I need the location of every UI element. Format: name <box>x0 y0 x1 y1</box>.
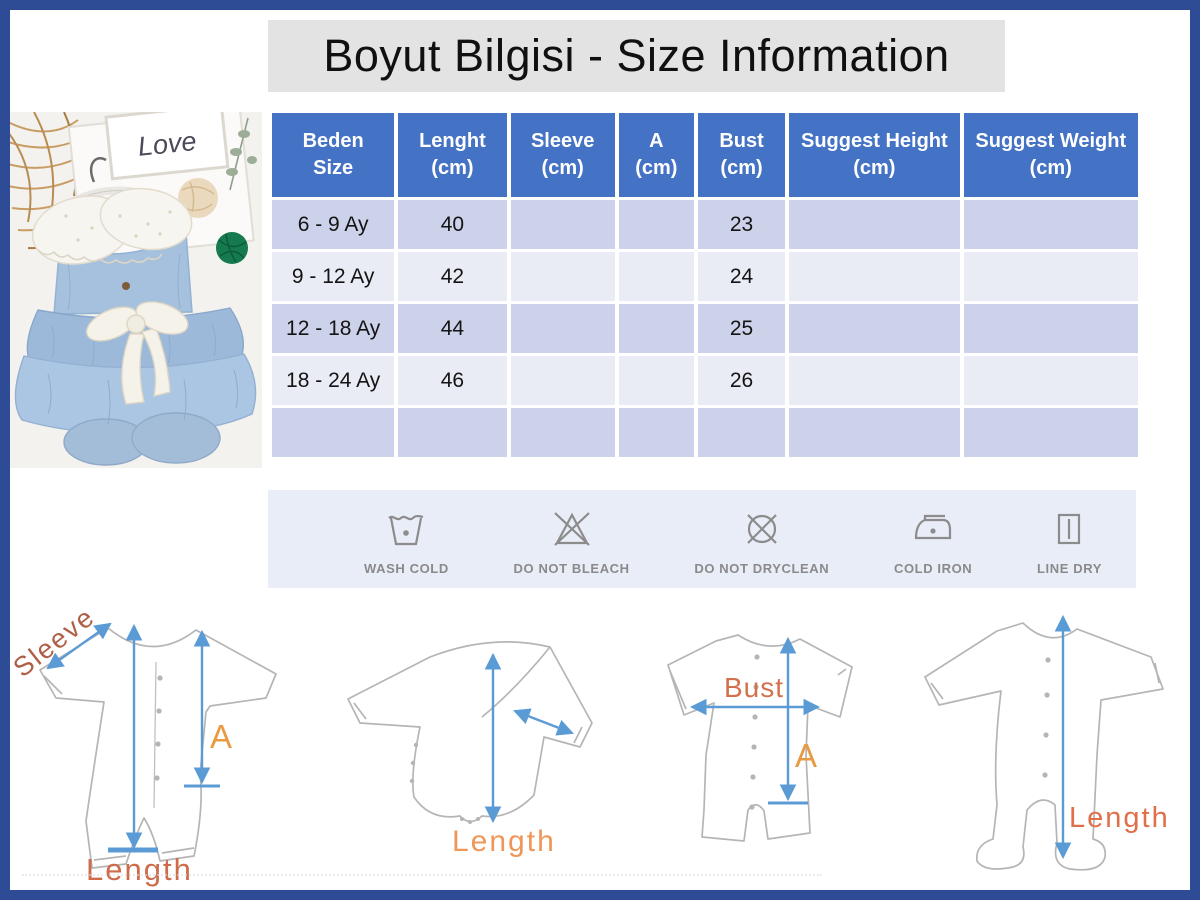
care-label: LINE DRY <box>1036 560 1102 576</box>
cell-bust: 24 <box>697 252 786 301</box>
col-header-a: A (cm) <box>618 113 694 197</box>
cell-suggest-weight <box>963 408 1138 457</box>
bust-label: Bust <box>724 672 784 703</box>
diagram-romper-long-sleeve: Sleeve A Length <box>8 601 310 897</box>
cell-a <box>618 356 694 405</box>
cell-size: 9 - 12 Ay <box>272 252 395 301</box>
bodysuit-drawing: Length <box>347 641 593 858</box>
cell-bust: 23 <box>697 200 786 249</box>
col-header-bust: Bust (cm) <box>697 113 786 197</box>
cell-length: 44 <box>398 304 507 353</box>
size-table-header-row: Beden Size Lenght (cm) Sleeve (cm) A (cm) Bu… <box>272 113 1138 197</box>
size-table: Beden Size Lenght (cm) Sleeve (cm) A (cm) Bu… <box>268 110 1142 460</box>
footed-sleeper-drawing: Length <box>924 614 1170 871</box>
table-row: 6 - 9 Ay 40 23 <box>272 200 1138 249</box>
table-row: 12 - 18 Ay 44 25 <box>272 304 1138 353</box>
care-label: DO NOT BLEACH <box>513 560 630 576</box>
cell-a <box>618 304 694 353</box>
cell-length: 40 <box>398 200 507 249</box>
table-row: 18 - 24 Ay 46 26 <box>272 356 1138 405</box>
cell-bust <box>697 408 786 457</box>
cell-sleeve <box>510 304 615 353</box>
cell-length: 42 <box>398 252 507 301</box>
cell-a <box>618 252 694 301</box>
diagram-footed-sleeper: Length <box>905 605 1197 896</box>
cell-size: 12 - 18 Ay <box>272 304 395 353</box>
cell-a <box>618 200 694 249</box>
cell-length: 46 <box>398 356 507 405</box>
cell-suggest-height <box>789 408 960 457</box>
length-label: Length <box>1069 802 1170 834</box>
a-label: A <box>210 718 232 755</box>
diagram-romper-short-sleeve: Bust A <box>640 605 942 896</box>
cell-bust: 26 <box>697 356 786 405</box>
pompom-decor <box>178 178 218 218</box>
care-label: COLD IRON <box>893 560 973 576</box>
wash-cold-icon <box>388 514 424 545</box>
product-photo-illustration: Love <box>7 103 262 468</box>
care-item-do-not-bleach: DO NOT BLEACH <box>514 505 630 576</box>
page-title: Boyut Bilgisi - Size Information <box>323 30 950 81</box>
cell-sleeve <box>510 200 615 249</box>
title-banner: Boyut Bilgisi - Size Information <box>268 20 1005 92</box>
cell-suggest-height <box>789 200 960 249</box>
denim-dress <box>14 187 257 466</box>
cell-suggest-weight <box>963 200 1138 249</box>
lace-bow <box>85 301 189 405</box>
care-label: DO NOT DRYCLEAN <box>694 560 830 576</box>
care-label: WASH COLD <box>364 560 449 576</box>
col-header-suggest-weight: Suggest Weight (cm) <box>963 113 1138 197</box>
cell-suggest-height <box>789 356 960 405</box>
care-item-do-not-dryclean: DO NOT DRYCLEAN <box>694 505 829 576</box>
cell-length <box>398 408 507 457</box>
cell-suggest-height <box>789 252 960 301</box>
col-header-suggest-height: Suggest Height (cm) <box>789 113 960 197</box>
care-item-line-dry: LINE DRY <box>1037 505 1102 576</box>
cell-a <box>618 408 694 457</box>
col-header-beden-size: Beden Size <box>272 113 395 197</box>
care-instructions-strip: WASH COLD DO NOT BLEACH DO NOT DRYCLEAN <box>268 490 1136 588</box>
cell-sleeve <box>510 356 615 405</box>
col-header-sleeve: Sleeve (cm) <box>510 113 615 197</box>
cell-suggest-weight <box>963 252 1138 301</box>
table-row <box>272 408 1138 457</box>
cell-size <box>272 408 395 457</box>
a-label: A <box>795 737 817 774</box>
rattan-ball-decor <box>216 232 248 264</box>
col-header-length: Lenght (cm) <box>398 113 507 197</box>
romper-short-sleeve-drawing: Bust A <box>667 634 853 842</box>
cell-size: 18 - 24 Ay <box>272 356 395 405</box>
romper-long-sleeve-drawing: Sleeve A Length <box>8 601 277 887</box>
cell-sleeve <box>510 252 615 301</box>
care-item-wash-cold: WASH COLD <box>364 505 449 576</box>
do-not-bleach-icon <box>553 511 590 546</box>
cell-bust: 25 <box>697 304 786 353</box>
dress-button <box>122 282 130 290</box>
length-label: Length <box>452 825 556 858</box>
product-photo: Love <box>7 103 262 468</box>
length-label: Length <box>86 852 193 887</box>
cell-suggest-height <box>789 304 960 353</box>
cell-suggest-weight <box>963 304 1138 353</box>
diagram-bodysuit: Length <box>330 605 642 896</box>
cold-iron-icon <box>915 514 952 539</box>
do-not-dryclean-icon <box>747 513 777 544</box>
cell-suggest-weight <box>963 356 1138 405</box>
cell-size: 6 - 9 Ay <box>272 200 395 249</box>
eucalyptus-decor <box>226 117 257 191</box>
cell-sleeve <box>510 408 615 457</box>
line-dry-icon <box>1058 513 1081 544</box>
care-item-cold-iron: COLD IRON <box>894 505 972 576</box>
watermark-line <box>22 874 822 876</box>
frame-love-text: Love <box>136 126 197 162</box>
table-row: 9 - 12 Ay 42 24 <box>272 252 1138 301</box>
